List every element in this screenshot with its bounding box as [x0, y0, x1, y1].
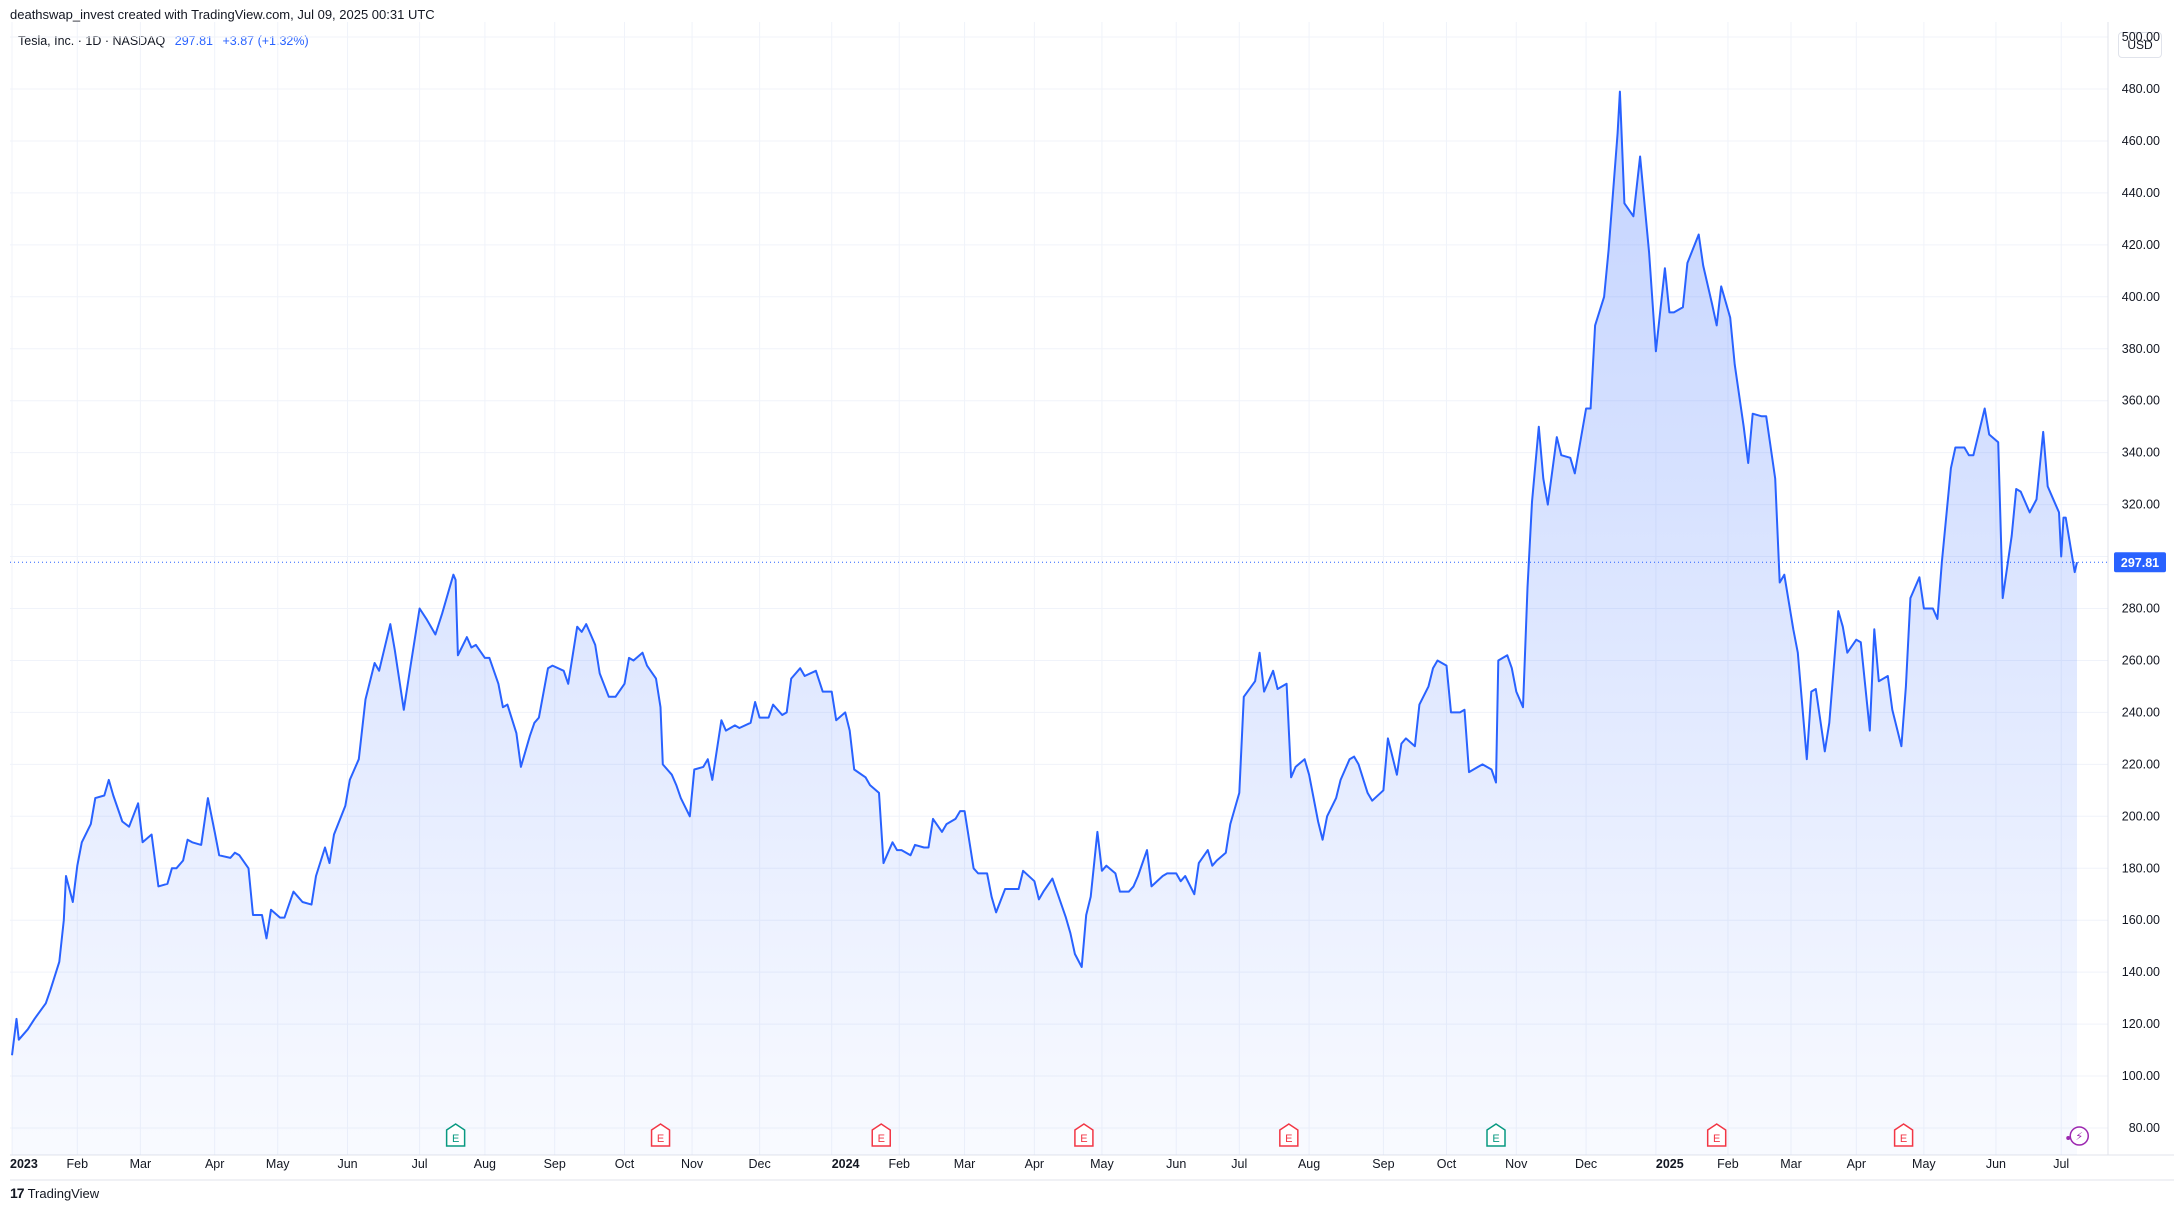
currency-button[interactable]: USD	[2118, 32, 2162, 58]
earnings-badge-shape	[1279, 1123, 1299, 1147]
y-tick-label: 80.00	[2129, 1121, 2160, 1135]
x-tick-label: Mar	[954, 1157, 976, 1171]
tradingview-footer: 17 TradingView	[10, 1185, 99, 1201]
price-series-line	[11, 90, 2078, 1056]
earnings-badge-letter: E	[452, 1133, 459, 1145]
x-tick-label: Jun	[1986, 1157, 2006, 1171]
earnings-badge-letter: E	[1713, 1133, 1720, 1145]
x-tick-label: Oct	[1437, 1157, 1457, 1171]
earnings-marker[interactable]: E	[871, 1123, 891, 1147]
tradingview-logo-icon: 17	[10, 1185, 25, 1201]
x-tick-label: Aug	[1298, 1157, 1320, 1171]
y-tick-label: 400.00	[2122, 290, 2160, 304]
y-tick-label: 200.00	[2122, 809, 2160, 823]
y-tick-label: 320.00	[2122, 498, 2160, 512]
x-tick-label: Jul	[412, 1157, 428, 1171]
x-tick-label: Oct	[615, 1157, 635, 1171]
time-axis[interactable]: 2023 Feb Mar Apr May Jun Jul Aug Sep Oct Nov Dec 202…	[10, 1157, 2069, 1171]
x-tick-label: Feb	[1717, 1157, 1739, 1171]
x-tick-label: 2023	[10, 1157, 38, 1171]
x-tick-label: May	[266, 1157, 290, 1171]
price-axis[interactable]: 80.00 100.00 120.00 140.00 160.00 180.00 200.0…	[2122, 30, 2160, 1135]
y-tick-label: 120.00	[2122, 1017, 2160, 1031]
earnings-badge-letter: E	[657, 1133, 664, 1145]
earnings-badge-shape	[445, 1123, 466, 1147]
x-tick-label: Jul	[2053, 1157, 2069, 1171]
x-tick-label: Nov	[1505, 1157, 1528, 1171]
y-tick-label: 220.00	[2122, 757, 2160, 771]
x-tick-label: May	[1090, 1157, 1114, 1171]
y-tick-label: 460.00	[2122, 134, 2160, 148]
last-price-badge	[2114, 552, 2166, 573]
x-tick-label: Sep	[544, 1157, 566, 1171]
y-tick-label: 440.00	[2122, 186, 2160, 200]
y-tick-label: 340.00	[2122, 446, 2160, 460]
y-tick-label: 500.00	[2122, 30, 2160, 44]
x-tick-label: Apr	[205, 1157, 224, 1171]
event-dot	[2066, 1136, 2071, 1140]
price-area	[12, 91, 2077, 1156]
x-tick-label: Apr	[1025, 1157, 1044, 1171]
x-tick-label: Dec	[749, 1157, 771, 1171]
earnings-badge-letter: E	[1492, 1133, 1499, 1145]
x-tick-label: Sep	[1372, 1157, 1394, 1171]
y-tick-label: 140.00	[2122, 965, 2160, 979]
earnings-badge-shape	[1074, 1123, 1094, 1147]
x-tick-label: May	[1912, 1157, 1936, 1171]
tradingview-brand: TradingView	[27, 1185, 100, 1201]
y-tick-label: 380.00	[2122, 342, 2160, 356]
earnings-badge-shape	[871, 1123, 891, 1147]
event-markers: E E E E E E E E ⚡	[445, 1123, 2090, 1147]
x-tick-label: Mar	[1780, 1157, 1802, 1171]
x-tick-label: Jul	[1231, 1157, 1247, 1171]
earnings-marker[interactable]: E	[445, 1123, 466, 1147]
price-area-fill	[12, 91, 2077, 1156]
x-tick-label: Jun	[337, 1157, 357, 1171]
lightning-glyph: ⚡	[2075, 1130, 2083, 1143]
earnings-marker[interactable]: E	[650, 1123, 671, 1147]
y-tick-label: 180.00	[2122, 861, 2160, 875]
last-price-label-group: 297.81	[2114, 552, 2166, 573]
y-tick-label: 480.00	[2122, 82, 2160, 96]
x-tick-label: 2024	[832, 1157, 860, 1171]
x-tick-label: Nov	[681, 1157, 704, 1171]
earnings-marker[interactable]: E	[1893, 1123, 1914, 1147]
last-price-badge-text: 297.81	[2121, 556, 2159, 570]
y-tick-label: 280.00	[2122, 602, 2160, 616]
earnings-badge-shape	[1893, 1123, 1914, 1147]
y-tick-label: 360.00	[2122, 394, 2160, 408]
y-tick-label: 160.00	[2122, 913, 2160, 927]
earnings-marker[interactable]: E	[1486, 1123, 1506, 1147]
x-tick-label: Feb	[888, 1157, 910, 1171]
earnings-badge-shape	[1486, 1123, 1506, 1147]
earnings-badge-letter: E	[1080, 1133, 1087, 1145]
earnings-badge-letter: E	[1900, 1133, 1907, 1145]
y-tick-label: 260.00	[2122, 653, 2160, 667]
x-tick-label: Mar	[130, 1157, 152, 1171]
x-tick-label: Jun	[1166, 1157, 1186, 1171]
x-tick-label: Apr	[1847, 1157, 1866, 1171]
earnings-badge-shape	[1706, 1123, 1727, 1147]
earnings-badge-letter: E	[1285, 1133, 1292, 1145]
lightning-icon	[2069, 1126, 2090, 1146]
y-tick-label: 100.00	[2122, 1069, 2160, 1083]
chart-attribution: deathswap_invest created with TradingVie…	[10, 7, 435, 22]
price-line	[11, 90, 2078, 1056]
x-tick-label: Dec	[1575, 1157, 1597, 1171]
upcoming-event-marker[interactable]: ⚡	[2066, 1126, 2090, 1146]
earnings-badge-shape	[650, 1123, 671, 1147]
y-tick-label: 420.00	[2122, 238, 2160, 252]
earnings-marker[interactable]: E	[1074, 1123, 1094, 1147]
earnings-marker[interactable]: E	[1279, 1123, 1299, 1147]
earnings-badge-letter: E	[878, 1133, 885, 1145]
y-tick-label: 240.00	[2122, 705, 2160, 719]
x-tick-label: 2025	[1656, 1157, 1684, 1171]
x-tick-label: Aug	[474, 1157, 496, 1171]
x-tick-label: Feb	[67, 1157, 89, 1171]
earnings-marker[interactable]: E	[1706, 1123, 1727, 1147]
